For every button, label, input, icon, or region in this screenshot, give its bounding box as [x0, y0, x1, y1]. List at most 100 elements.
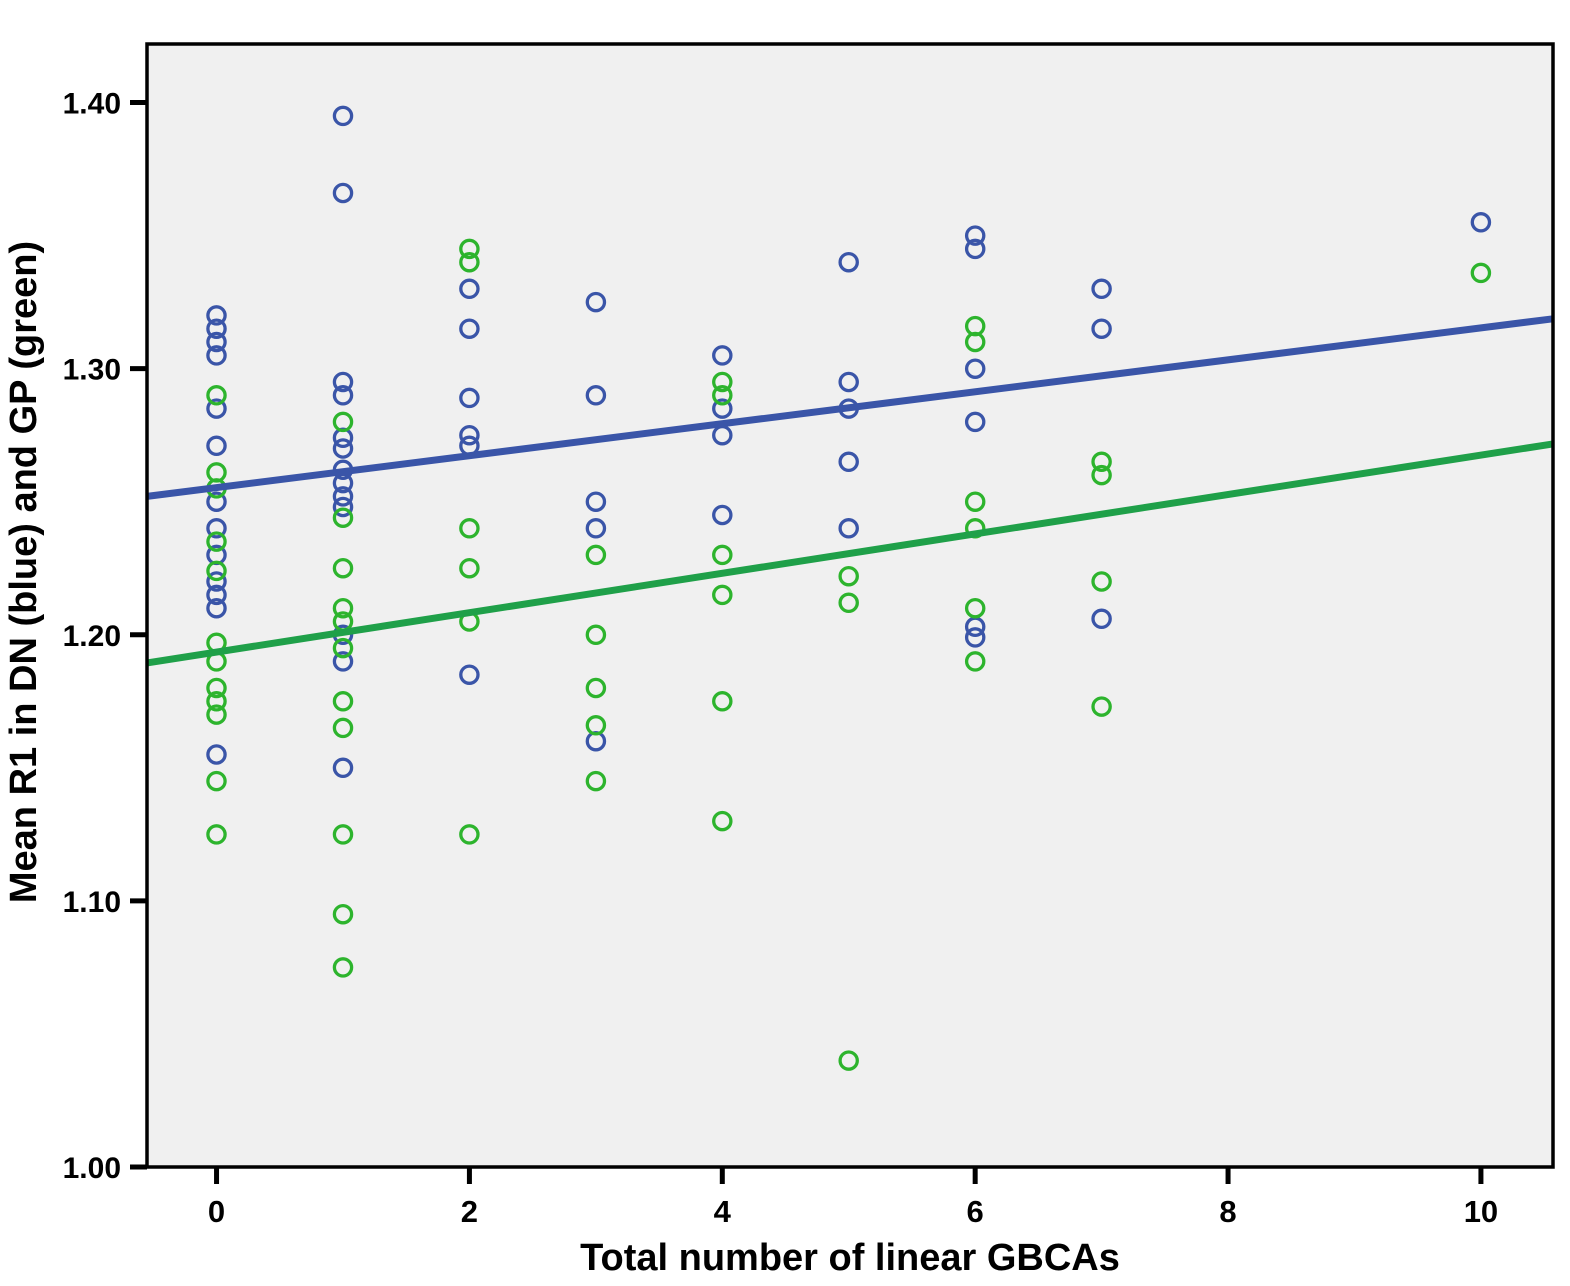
data-point — [332, 717, 354, 739]
data-point — [332, 507, 354, 528]
y-tick-label: 1.40 — [63, 88, 121, 121]
data-point — [332, 496, 354, 518]
x-axis-title: Total number of linear GBCAs — [580, 1237, 1120, 1279]
x-tick-label: 0 — [208, 1194, 225, 1229]
data-point — [585, 518, 607, 539]
data-point — [332, 411, 354, 433]
data-point — [838, 251, 859, 273]
data-point — [206, 518, 227, 539]
data-point — [585, 677, 607, 699]
data-point — [712, 398, 733, 419]
data-point — [1091, 451, 1112, 473]
y-tick-label: 1.30 — [63, 354, 121, 387]
data-point — [459, 387, 480, 409]
data-point — [206, 691, 227, 712]
data-point — [712, 385, 733, 406]
data-point — [1091, 278, 1112, 300]
data-point — [206, 385, 227, 406]
plot-background — [147, 44, 1553, 1167]
data-point — [206, 597, 227, 619]
data-point — [206, 531, 227, 552]
data-point — [838, 592, 859, 614]
data-point — [332, 757, 354, 779]
x-tick-label: 10 — [1464, 1194, 1498, 1229]
data-point — [964, 411, 986, 433]
data-point — [585, 770, 607, 792]
data-point — [206, 491, 227, 512]
data-point — [585, 715, 607, 736]
data-point — [964, 331, 986, 353]
data-point — [459, 424, 480, 446]
data-point — [838, 451, 859, 473]
data-point — [964, 225, 986, 246]
y-tick-label: 1.20 — [63, 620, 121, 653]
data-point — [459, 238, 480, 260]
data-point — [712, 810, 733, 832]
data-point — [332, 105, 354, 127]
data-point — [1091, 464, 1112, 486]
data-point — [206, 331, 227, 353]
x-axis: 0 2 4 6 8 10 — [208, 1167, 1498, 1229]
y-axis-title: Mean R1 in DN (blue) and GP (green) — [3, 241, 45, 903]
data-point — [332, 691, 354, 712]
data-point — [1091, 571, 1112, 592]
data-point — [964, 651, 986, 672]
data-point — [332, 385, 354, 406]
x-tick-label: 4 — [714, 1194, 732, 1229]
data-point — [1091, 318, 1112, 339]
y-tick-label: 1.10 — [63, 886, 121, 919]
data-point — [964, 597, 986, 619]
y-axis: 1.00 1.10 1.20 1.30 1.40 — [63, 88, 147, 1185]
data-point — [332, 486, 354, 507]
data-point — [206, 345, 227, 366]
data-point — [585, 624, 607, 646]
plot-frame-border — [145, 42, 1555, 1169]
data-point — [459, 278, 480, 300]
data-point — [459, 518, 480, 539]
data-point — [206, 560, 227, 582]
data-point — [964, 238, 986, 260]
x-tick-label: 2 — [461, 1194, 478, 1229]
data-point — [332, 597, 354, 619]
fit-lines — [146, 315, 1554, 667]
data-point — [332, 438, 354, 459]
data-point — [712, 345, 733, 366]
x-tick-label: 6 — [967, 1194, 984, 1229]
data-point — [459, 318, 480, 339]
data-point — [206, 824, 227, 845]
data-point — [332, 651, 354, 672]
data-point — [332, 637, 354, 659]
data-point — [206, 744, 227, 765]
data-point — [459, 664, 480, 685]
data-point — [964, 627, 986, 648]
data-point — [838, 1050, 859, 1071]
data-point — [1091, 608, 1112, 630]
x-tick-label: 8 — [1219, 1194, 1236, 1229]
data-point — [206, 398, 227, 419]
data-point — [459, 557, 480, 579]
data-point — [964, 358, 986, 379]
data-point — [838, 565, 859, 587]
y-tick-label: 1.00 — [63, 1152, 121, 1185]
data-point — [206, 677, 227, 699]
data-point — [1470, 212, 1492, 233]
data-point — [964, 491, 986, 512]
data-point — [206, 770, 227, 792]
data-point — [332, 903, 354, 925]
data-point — [332, 957, 354, 978]
data-point — [206, 435, 227, 457]
fit-line — [146, 440, 1554, 667]
data-point — [206, 571, 227, 592]
data-point — [206, 704, 227, 725]
data-point — [712, 371, 733, 393]
data-point — [459, 251, 480, 273]
data-point — [206, 584, 227, 606]
data-point — [206, 305, 227, 326]
data-point — [1091, 696, 1112, 717]
data-point — [585, 544, 607, 566]
data-point — [712, 584, 733, 606]
data-point — [712, 544, 733, 566]
data-point — [1470, 262, 1492, 284]
scatter-points-dn — [206, 105, 1492, 779]
